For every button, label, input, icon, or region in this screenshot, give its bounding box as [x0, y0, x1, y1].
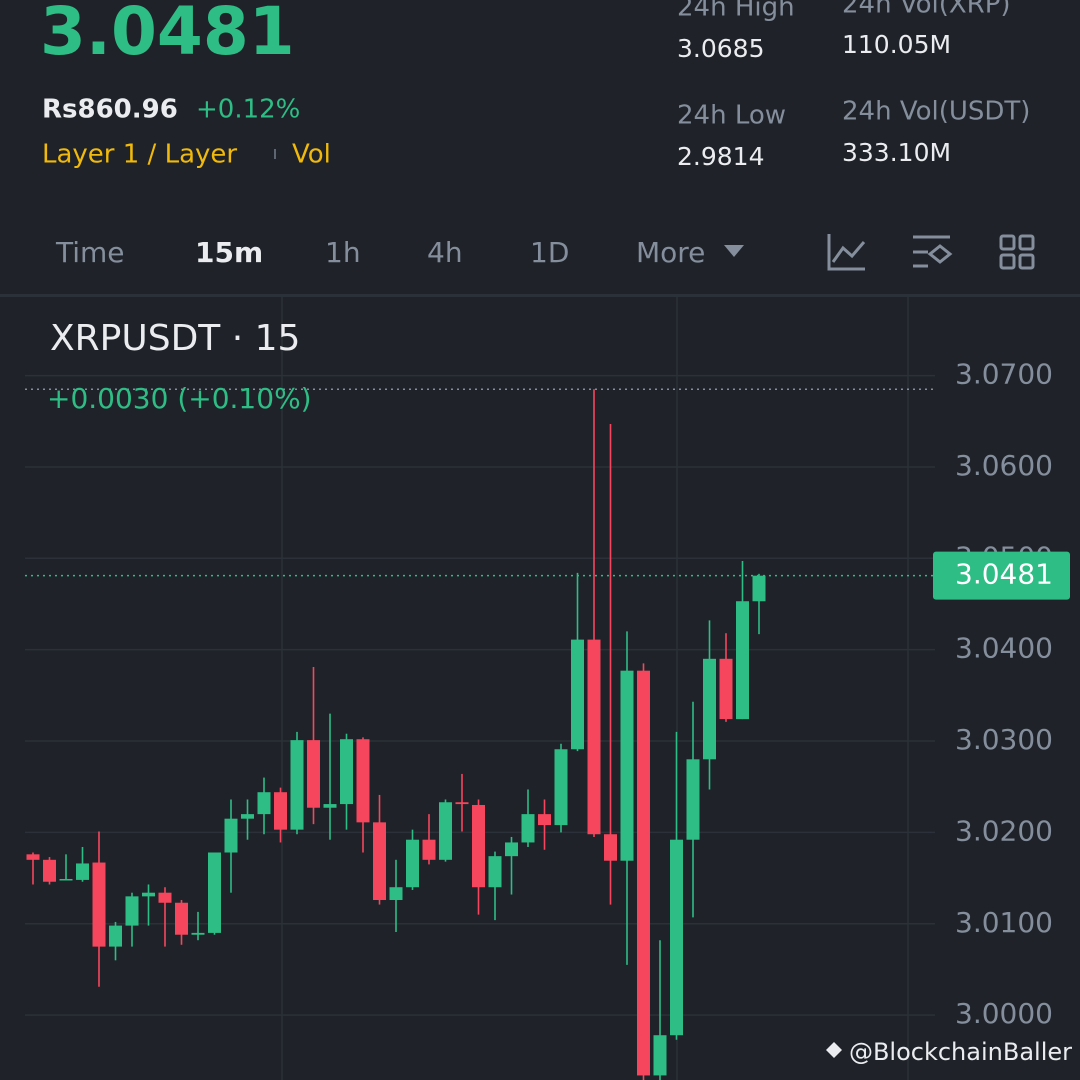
last-price-tag [933, 551, 1070, 600]
tab[interactable]: 1h [325, 236, 361, 269]
candle-body [686, 759, 700, 840]
stat-label: 24h Vol(XRP) [842, 0, 1011, 20]
stat-label: 24h Vol(USDT) [842, 97, 1030, 127]
price: 3.0481 [40, 0, 295, 70]
candle-body [637, 670, 650, 1076]
candle-body [406, 839, 419, 888]
candle-body [109, 925, 122, 947]
y-tick-label: 3.0600 [955, 449, 1053, 482]
candle-body [488, 856, 502, 888]
candle-body [142, 892, 155, 897]
candle-body [538, 814, 551, 826]
y-tick-label: 3.0400 [955, 632, 1053, 665]
chart-subtitle: +0.0030 (+0.10%) [47, 382, 312, 415]
last-price-label: 3.0481 [955, 558, 1053, 591]
stat-value: 2.9814 [677, 142, 764, 171]
dropdown-arrow[interactable] [724, 245, 744, 257]
candle-body [224, 818, 238, 853]
watermark-text: @BlockchainBaller [849, 1038, 1072, 1066]
overlay: XRPUSDT · 15 +0.0030 (+0.10%) 3.0481 [47, 318, 1070, 600]
tab[interactable]: More [636, 236, 705, 269]
stat-value: 110.05M [842, 30, 951, 59]
candle-body [323, 804, 337, 808]
candle-body [439, 802, 452, 860]
fiat-price: Rs860.96 [42, 95, 178, 125]
candle-body [620, 670, 634, 861]
candle-body [422, 839, 436, 860]
y-tick-label: 3.0300 [955, 723, 1053, 756]
candle-body [472, 804, 485, 888]
settings-icon[interactable] [913, 235, 953, 268]
layout-icon[interactable] [999, 234, 1035, 270]
tab[interactable]: Time [55, 236, 125, 269]
candle-body [175, 902, 188, 935]
candle-body [158, 892, 172, 903]
y-tick-label: 3.0200 [955, 814, 1053, 847]
candle-body [719, 658, 733, 720]
candle-body [191, 932, 205, 935]
candle-body [241, 814, 254, 819]
tab-active[interactable]: 15m [195, 236, 263, 269]
tag-divider [274, 149, 276, 159]
y-tick-label: 3.0100 [955, 906, 1053, 939]
candle-body [571, 639, 584, 750]
candle-body [76, 863, 89, 880]
tag[interactable]: Vol [292, 140, 331, 170]
candle-body [340, 739, 353, 805]
tab[interactable]: 4h [427, 236, 463, 269]
indicator-icon[interactable] [827, 234, 866, 271]
candle-body [653, 1035, 667, 1076]
candle-body [43, 859, 56, 882]
watermark-logo [826, 1042, 842, 1058]
candle-body [752, 575, 766, 602]
candle-body [274, 792, 287, 830]
y-tick-label: 3.0000 [955, 997, 1053, 1030]
plot [25, 388, 935, 1080]
chart-title: XRPUSDT · 15 [50, 318, 300, 359]
candle-body [670, 839, 683, 1036]
candle-body [373, 822, 386, 901]
candle-body [356, 739, 370, 823]
watermark: @BlockchainBaller [826, 1038, 1072, 1066]
candle-body [307, 740, 320, 808]
tab[interactable]: 1D [530, 236, 569, 269]
candle-body [257, 792, 271, 815]
candle-body [505, 842, 518, 857]
candle-body [736, 601, 749, 720]
candle-body [521, 814, 535, 843]
change: +0.12% [196, 95, 300, 125]
candle-body [26, 854, 40, 860]
stat-value: 3.0685 [677, 34, 764, 63]
candle-body [92, 862, 106, 947]
candle-body [125, 896, 139, 926]
y-tick-label: 3.0700 [955, 358, 1053, 391]
candle-body [59, 878, 73, 881]
candle-body [587, 639, 601, 835]
candle-body [208, 852, 221, 933]
candle-body [703, 658, 716, 760]
tag[interactable]: Layer 1 / Layer [42, 140, 237, 170]
candle-body [604, 834, 617, 861]
candle-body [455, 802, 469, 805]
candle-body [290, 740, 304, 830]
stat-label: 24h Low [677, 101, 786, 131]
candle-body [554, 749, 568, 826]
candle-body [389, 887, 403, 901]
grid: 3.00003.01003.02003.03003.04003.05003.06… [25, 297, 1053, 1080]
separator [0, 294, 1080, 297]
stat-label: 24h High [677, 0, 795, 23]
stat-value: 333.10M [842, 138, 951, 167]
